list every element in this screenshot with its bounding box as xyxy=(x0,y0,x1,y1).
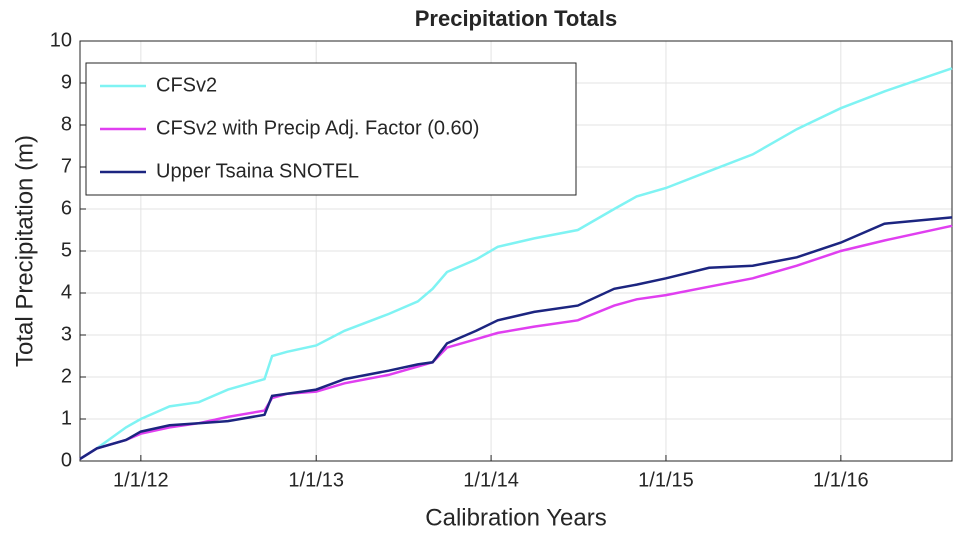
legend-label: CFSv2 xyxy=(156,74,217,96)
data-line xyxy=(79,224,953,460)
y-tick-label: 9 xyxy=(61,71,72,93)
plot-frame xyxy=(79,40,953,462)
x-tick-label: 1/1/16 xyxy=(813,469,869,491)
y-tick-label: 5 xyxy=(61,239,72,261)
y-tick-label: 0 xyxy=(61,449,72,471)
chart-title: Precipitation Totals xyxy=(415,6,618,31)
data-line xyxy=(79,216,953,460)
x-tick-label: 1/1/13 xyxy=(288,469,344,491)
y-tick-label: 3 xyxy=(61,323,72,345)
y-tick-label: 1 xyxy=(61,407,72,429)
y-tick-label: 8 xyxy=(61,113,72,135)
x-tick-label: 1/1/15 xyxy=(638,469,694,491)
x-tick-label: 1/1/12 xyxy=(113,469,169,491)
legend-label: Upper Tsaina SNOTEL xyxy=(156,160,359,182)
y-tick-label: 4 xyxy=(61,281,72,303)
x-axis-label: Calibration Years xyxy=(425,504,606,531)
y-tick-label: 10 xyxy=(50,29,72,51)
y-tick-label: 7 xyxy=(61,155,72,177)
y-tick-label: 2 xyxy=(61,365,72,387)
legend-label: CFSv2 with Precip Adj. Factor (0.60) xyxy=(156,117,479,139)
y-axis-label: Total Precipitation (m) xyxy=(11,135,38,367)
legend-box xyxy=(85,62,577,196)
data-line xyxy=(79,67,953,460)
legend: CFSv2 CFSv2 with Precip Adj. Factor (0.60… xyxy=(85,62,577,196)
y-tick-label: 6 xyxy=(61,197,72,219)
x-tick-label: 1/1/14 xyxy=(463,469,519,491)
